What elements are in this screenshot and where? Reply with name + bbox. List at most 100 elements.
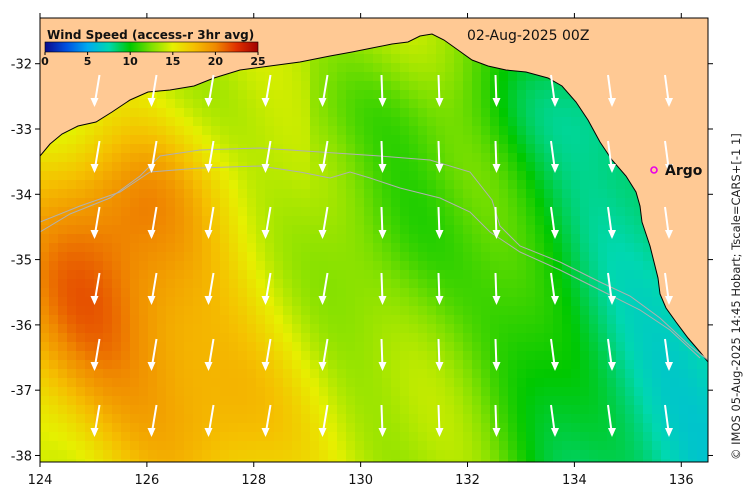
wind-arrow-icon	[435, 140, 444, 173]
colorbar-tick-label: 0	[41, 55, 49, 68]
wind-arrow-icon	[550, 206, 559, 239]
wind-arrow-icon	[607, 140, 616, 173]
wind-arrow-icon	[607, 404, 616, 437]
y-tick-label: -36	[11, 319, 32, 334]
colorbar-tick-label: 20	[208, 55, 224, 68]
x-tick-label: 132	[455, 473, 480, 488]
wind-arrow-icon	[492, 272, 501, 305]
wind-arrow-icon	[318, 272, 329, 305]
wind-arrows	[90, 74, 673, 437]
x-tick-label: 128	[241, 473, 266, 488]
wind-arrow-icon	[492, 338, 501, 371]
wind-arrow-icon	[204, 338, 215, 371]
x-tick-label: 134	[562, 473, 587, 488]
date-label: 02-Aug-2025 00Z	[467, 28, 589, 44]
colorbar-tick-label: 10	[123, 55, 139, 68]
wind-arrow-icon	[90, 74, 101, 107]
colorbar-gradient	[44, 41, 259, 53]
wind-arrow-icon	[435, 272, 444, 305]
colorbar-tick-label: 25	[250, 55, 265, 68]
coastline	[40, 33, 708, 363]
wind-arrow-icon	[318, 338, 329, 371]
isobath-line	[40, 165, 701, 359]
wind-arrow-icon	[318, 140, 329, 173]
wind-arrow-icon	[378, 140, 387, 173]
wind-arrow-icon	[261, 140, 272, 173]
wind-arrow-icon	[204, 140, 215, 173]
y-tick-label: -32	[11, 58, 32, 73]
wind-arrow-icon	[435, 206, 444, 239]
colorbar-title: Wind Speed (access-r 3hr avg)	[47, 28, 254, 42]
wind-arrow-icon	[435, 338, 444, 371]
wind-arrow-icon	[550, 74, 559, 107]
wind-arrow-icon	[664, 74, 673, 107]
y-tick-label: -33	[11, 123, 32, 138]
x-tick-label: 124	[28, 473, 53, 488]
colorbar-tick-label: 15	[165, 55, 180, 68]
wind-arrow-icon	[378, 338, 387, 371]
wind-arrow-icon	[664, 140, 673, 173]
wind-arrow-icon	[607, 338, 616, 371]
wind-arrow-icon	[204, 74, 215, 107]
wind-arrow-icon	[318, 404, 329, 437]
wind-arrow-icon	[261, 74, 272, 107]
wind-arrow-icon	[607, 74, 616, 107]
y-tick-label: -38	[11, 449, 32, 464]
wind-arrow-icon	[492, 206, 501, 239]
colorbar-tick-label: 5	[84, 55, 92, 68]
wind-arrow-icon	[492, 74, 501, 107]
wind-arrow-icon	[261, 206, 272, 239]
wind-arrow-icon	[147, 404, 158, 437]
wind-arrow-icon	[204, 404, 215, 437]
x-axis: 124 126 128 130 132 134 136	[28, 13, 694, 488]
wind-arrow-icon	[378, 74, 387, 107]
wind-arrow-icon	[664, 272, 673, 305]
wind-arrow-icon	[90, 404, 101, 437]
wind-arrow-icon	[204, 206, 215, 239]
map-frame	[39, 17, 709, 463]
wind-arrow-icon	[607, 206, 616, 239]
wind-arrow-icon	[90, 206, 101, 239]
credit-text: © IMOS 05-Aug-2025 14:45 Hobart; Tscale=…	[729, 133, 743, 460]
wind-arrow-icon	[261, 404, 272, 437]
colorbar-ticks: 0 5 10 15 20 25	[41, 52, 266, 68]
wind-arrow-icon	[550, 272, 559, 305]
wind-arrow-icon	[90, 338, 101, 371]
land-mass	[40, 18, 708, 362]
x-tick-label: 126	[134, 473, 159, 488]
wind-arrow-icon	[378, 404, 387, 437]
wind-arrow-icon	[492, 140, 501, 173]
x-tick-label: 130	[348, 473, 373, 488]
y-tick-label: -37	[11, 384, 32, 399]
argo-marker-icon[interactable]	[650, 166, 658, 174]
x-tick-label: 136	[669, 473, 694, 488]
wind-arrow-icon	[435, 74, 444, 107]
wind-arrow-icon	[607, 272, 616, 305]
wind-arrow-icon	[318, 206, 329, 239]
isobath-line	[40, 147, 708, 361]
wind-arrow-icon	[550, 338, 559, 371]
wind-arrow-icon	[147, 74, 158, 107]
wind-arrow-icon	[664, 404, 673, 437]
wind-arrow-icon	[435, 404, 444, 437]
wind-arrow-icon	[492, 404, 501, 437]
wind-arrow-icon	[90, 272, 101, 305]
colorbar: Wind Speed (access-r 3hr avg) 0 5 10 15 20 25	[41, 28, 265, 68]
wind-arrow-icon	[204, 272, 215, 305]
wind-arrow-icon	[318, 74, 329, 107]
y-axis: -32 -33 -34 -35 -36 -37 -38	[11, 58, 713, 464]
wind-arrow-icon	[147, 140, 158, 173]
wind-arrow-icon	[90, 140, 101, 173]
wind-arrow-icon	[147, 338, 158, 371]
wind-arrow-icon	[261, 272, 272, 305]
wind-arrow-icon	[147, 206, 158, 239]
wind-arrow-icon	[378, 206, 387, 239]
y-tick-label: -34	[11, 188, 32, 203]
wind-arrow-icon	[550, 404, 559, 437]
wind-arrow-icon	[664, 206, 673, 239]
wind-arrow-icon	[664, 338, 673, 371]
wind-arrow-icon	[378, 272, 387, 305]
wind-arrow-icon	[147, 272, 158, 305]
wind-arrow-icon	[550, 140, 559, 173]
